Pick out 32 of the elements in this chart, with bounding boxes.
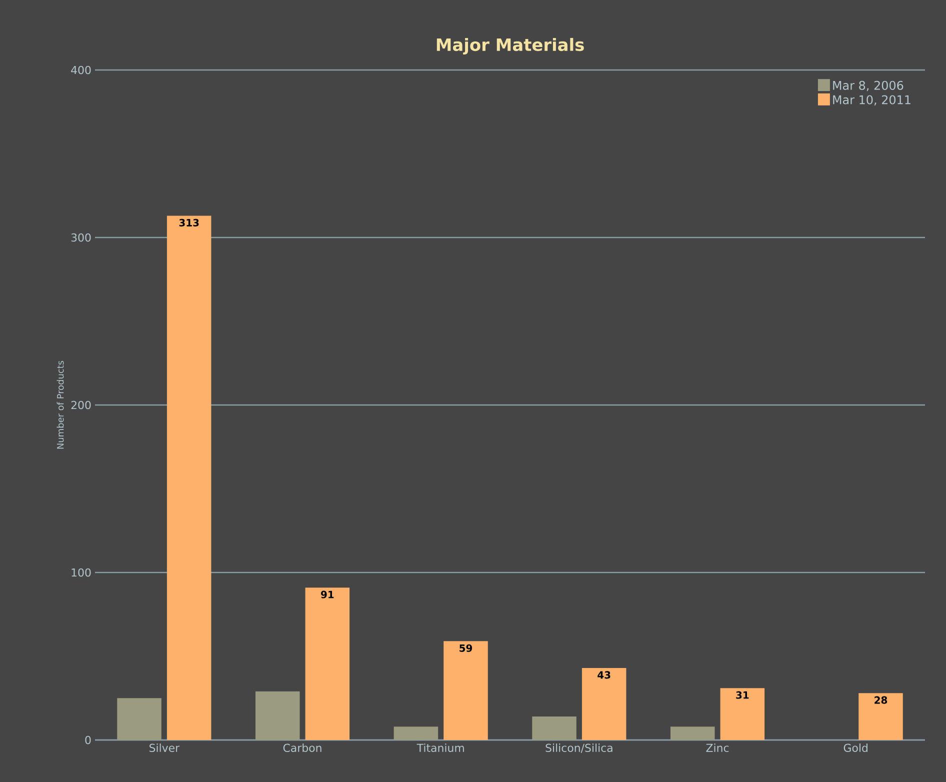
bar [670,726,715,740]
x-tick-label: Carbon [283,744,322,752]
x-tick-label: Zinc [706,744,729,752]
x-tick-label: Silicon/Silica [546,744,612,753]
bar [255,691,300,740]
bar [720,688,765,740]
x-tick-label: Titanium [416,744,464,752]
bar [444,641,488,740]
bar [394,726,438,740]
legend-label: Mar 8, 2006 [833,80,904,92]
y-tick-label: 200 [71,400,91,410]
x-tick-label: Silver [150,744,180,752]
legend-label: Mar 10, 2011 [833,95,910,106]
y-tick-label: 400 [71,66,91,74]
data-label: 28 [874,696,888,704]
bar [305,588,350,740]
bar [532,716,576,740]
data-label: 313 [179,218,199,226]
bar [117,698,162,740]
y-tick-label: 100 [72,568,91,577]
y-axis-title: Number of Products [56,360,64,449]
bar [166,216,212,740]
data-label: 43 [598,671,610,679]
x-tick-label: Gold [844,744,868,752]
bar [858,693,903,740]
chart-title: Major Materials [436,38,584,54]
data-label: 91 [320,590,334,598]
data-label: 59 [460,644,472,652]
y-tick-label: 300 [71,233,91,242]
y-tick-label: 0 [85,736,91,744]
bar [582,668,626,740]
data-label: 31 [736,691,749,699]
